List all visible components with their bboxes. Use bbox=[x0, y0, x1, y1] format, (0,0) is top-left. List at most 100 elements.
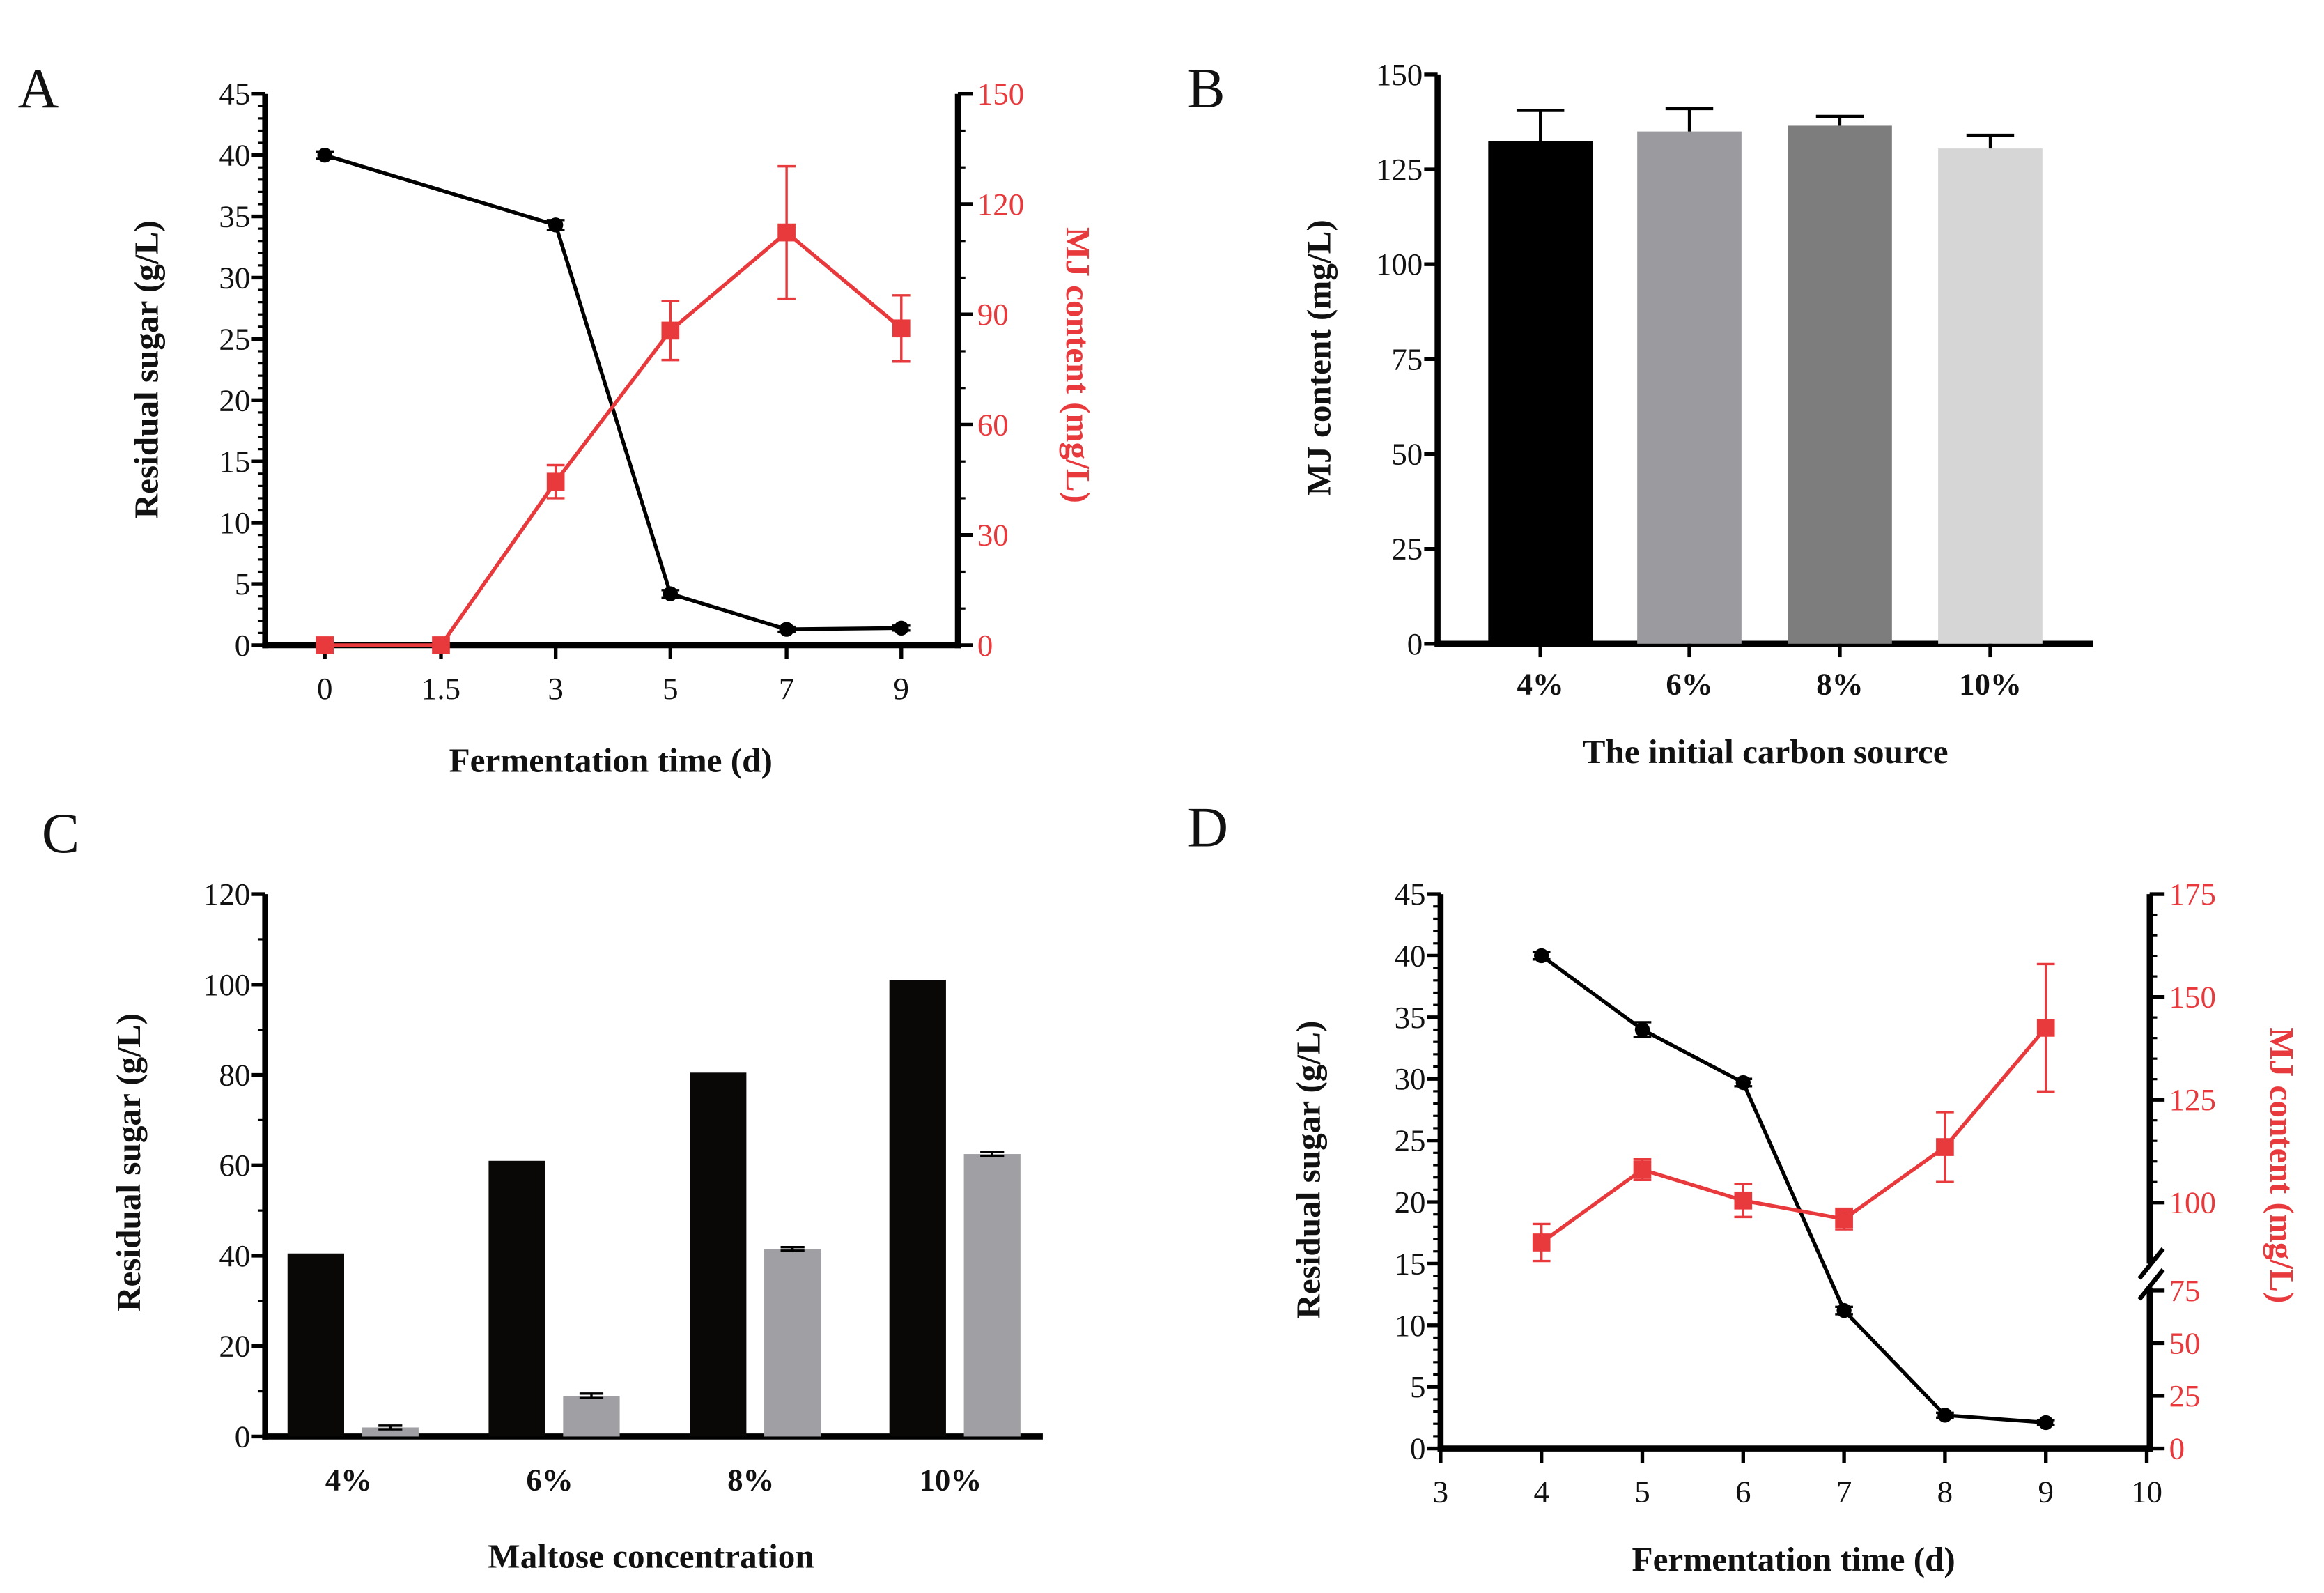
panel-letter-d: D bbox=[1187, 796, 1228, 859]
d-y-tick-label: 10 bbox=[1395, 1308, 1426, 1343]
b-y-tick-label: 100 bbox=[1376, 247, 1423, 282]
c-x-tick-label: 8% bbox=[727, 1462, 774, 1497]
c-y-tick-label: 0 bbox=[235, 1419, 250, 1454]
a-data-point bbox=[432, 636, 450, 654]
d-x-tick-label: 10 bbox=[2131, 1475, 2162, 1509]
d-y2-tick-label: 75 bbox=[2169, 1273, 2201, 1308]
d-y-tick-label: 5 bbox=[1410, 1369, 1425, 1404]
b-y-tick-label: 75 bbox=[1391, 341, 1423, 376]
d-data-point bbox=[1735, 1075, 1751, 1091]
b-x-tick-label: 6% bbox=[1666, 667, 1712, 702]
a-y2-axis-label: MJ content (mg/L) bbox=[1059, 227, 1097, 503]
d-y2-tick-label: 100 bbox=[2169, 1185, 2216, 1220]
b-x-axis-label: The initial carbon source bbox=[1583, 732, 1949, 771]
d-y2-axis-label: MJ content (mg/L) bbox=[2263, 1027, 2301, 1303]
a-series-line bbox=[324, 153, 901, 631]
d-data-point bbox=[2038, 1415, 2054, 1431]
a-x-tick-label: 5 bbox=[663, 671, 678, 706]
b-y-tick-label: 125 bbox=[1376, 152, 1423, 187]
d-y2-tick-label: 0 bbox=[2169, 1431, 2185, 1466]
d-y2-tick-label: 125 bbox=[2169, 1082, 2216, 1117]
a-y2-tick-label: 150 bbox=[977, 77, 1024, 111]
a-y-tick-label: 40 bbox=[219, 138, 250, 173]
c-y-tick-label: 100 bbox=[203, 967, 250, 1002]
b-bar bbox=[1637, 131, 1742, 644]
a-y-tick-label: 45 bbox=[219, 77, 250, 111]
c-x-tick-label: 4% bbox=[325, 1462, 372, 1497]
c-x-tick-label: 6% bbox=[526, 1462, 573, 1497]
d-x-tick-label: 3 bbox=[1433, 1475, 1448, 1509]
d-y-axis-label: Residual sugar (g/L) bbox=[1289, 1021, 1328, 1319]
c-y-tick-label: 40 bbox=[219, 1238, 250, 1273]
d-x-tick-label: 5 bbox=[1634, 1475, 1650, 1509]
d-y-tick-label: 40 bbox=[1395, 938, 1426, 973]
a-data-point bbox=[548, 217, 564, 233]
d-data-point bbox=[1634, 1022, 1650, 1038]
d-x-tick-label: 4 bbox=[1533, 1475, 1549, 1509]
d-x-tick-label: 7 bbox=[1836, 1475, 1852, 1509]
a-data-point bbox=[316, 636, 334, 654]
c-bar-initial bbox=[287, 1253, 344, 1437]
a-data-point bbox=[661, 321, 680, 340]
d-y2-tick-label: 25 bbox=[2169, 1378, 2201, 1413]
a-y2-tick-label: 60 bbox=[977, 407, 1009, 442]
b-x-tick-label: 4% bbox=[1517, 667, 1563, 702]
a-y-tick-label: 25 bbox=[219, 321, 250, 356]
b-y-tick-label: 150 bbox=[1376, 57, 1423, 92]
b-bar bbox=[1788, 125, 1892, 644]
a-y-tick-label: 30 bbox=[219, 260, 250, 295]
c-y-tick-label: 60 bbox=[219, 1148, 250, 1183]
a-data-point bbox=[663, 586, 679, 601]
a-data-point bbox=[779, 622, 794, 637]
a-x-tick-label: 0 bbox=[317, 671, 332, 706]
d-series-line bbox=[1540, 1026, 2047, 1245]
c-bar-initial bbox=[488, 1160, 545, 1437]
d-x-tick-label: 8 bbox=[1937, 1475, 1953, 1509]
d-y-tick-label: 15 bbox=[1395, 1246, 1426, 1281]
c-y-axis-label: Residual sugar (g/L) bbox=[109, 1013, 148, 1311]
d-data-point bbox=[1836, 1302, 1852, 1318]
a-x-tick-label: 7 bbox=[779, 671, 794, 706]
d-y-tick-label: 25 bbox=[1395, 1123, 1426, 1158]
c-bar-residual bbox=[764, 1249, 821, 1437]
c-x-axis-label: Maltose concentration bbox=[488, 1537, 814, 1576]
c-x-tick-label: 10% bbox=[919, 1462, 982, 1497]
b-x-tick-label: 8% bbox=[1816, 667, 1863, 702]
d-y-tick-label: 0 bbox=[1410, 1431, 1425, 1466]
d-y2-tick-label: 150 bbox=[2169, 980, 2216, 1015]
b-y-tick-label: 25 bbox=[1391, 532, 1423, 567]
c-bar-initial bbox=[889, 980, 946, 1437]
d-y-tick-label: 45 bbox=[1395, 877, 1426, 911]
d-axis-break-mark bbox=[2137, 1268, 2165, 1301]
c-y-tick-label: 80 bbox=[219, 1058, 250, 1093]
b-y-axis-label: MJ content (mg/L) bbox=[1300, 220, 1338, 495]
a-series-line bbox=[325, 230, 903, 647]
d-series-line bbox=[1540, 954, 2046, 1425]
a-y-axis-label: Residual sugar (g/L) bbox=[127, 220, 166, 518]
a-y-tick-label: 20 bbox=[219, 383, 250, 417]
a-x-tick-label: 1.5 bbox=[421, 671, 460, 706]
d-x-axis-label: Fermentation time (d) bbox=[1632, 1540, 1955, 1578]
a-data-point bbox=[317, 147, 332, 163]
c-bar-residual bbox=[362, 1427, 419, 1437]
c-y-tick-label: 20 bbox=[219, 1329, 250, 1364]
d-data-point bbox=[1633, 1160, 1652, 1179]
d-y2-tick-label: 175 bbox=[2169, 877, 2216, 911]
a-y2-tick-label: 30 bbox=[977, 518, 1009, 553]
a-y-tick-label: 15 bbox=[219, 444, 250, 479]
b-bar bbox=[1938, 148, 2043, 644]
panel-letter-c: C bbox=[42, 802, 79, 865]
a-x-tick-label: 3 bbox=[548, 671, 563, 706]
d-data-point bbox=[1532, 1233, 1551, 1252]
d-x-tick-label: 9 bbox=[2038, 1475, 2053, 1509]
a-data-point bbox=[892, 319, 911, 338]
c-bar-initial bbox=[690, 1072, 747, 1437]
b-y-tick-label: 0 bbox=[1407, 626, 1423, 661]
a-y2-tick-label: 120 bbox=[977, 187, 1024, 222]
a-y-tick-label: 10 bbox=[219, 505, 250, 540]
d-data-point bbox=[1534, 948, 1549, 964]
c-bar-residual bbox=[563, 1396, 620, 1437]
a-y2-tick-label: 90 bbox=[977, 297, 1009, 332]
a-y-tick-label: 35 bbox=[219, 199, 250, 234]
